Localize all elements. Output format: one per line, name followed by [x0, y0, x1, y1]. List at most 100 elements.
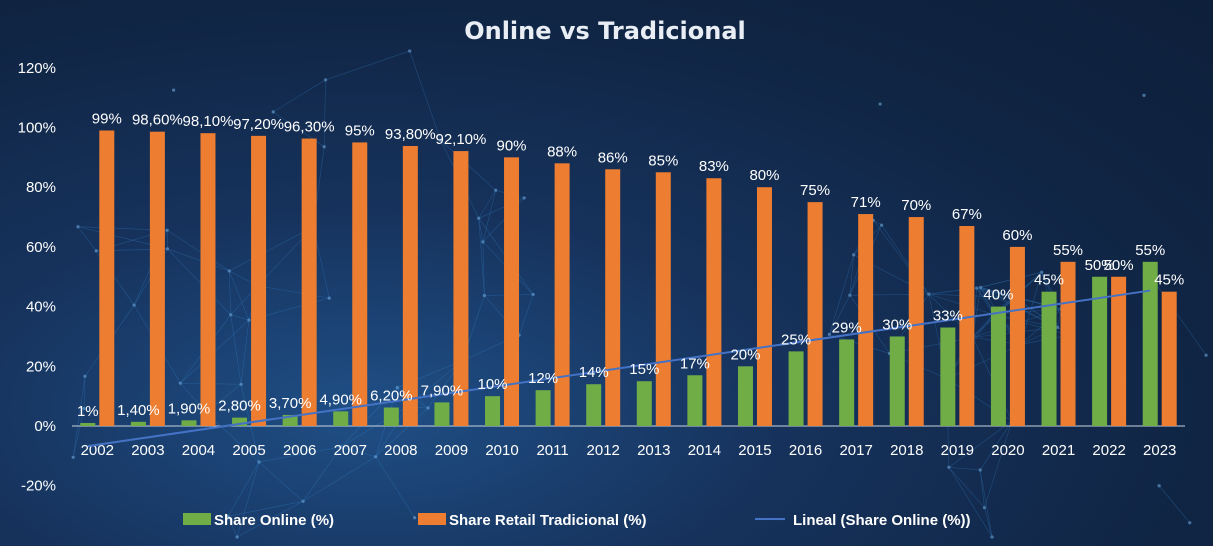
data-label-online: 10%: [478, 376, 508, 393]
network-node: [880, 223, 884, 227]
network-line: [72, 376, 86, 458]
network-line: [1041, 272, 1062, 310]
network-node: [94, 249, 98, 253]
x-tick-label: 2011: [536, 442, 568, 459]
data-label-traditional: 67%: [952, 206, 982, 223]
data-label-online: 1,90%: [168, 400, 211, 417]
bar-traditional: [453, 151, 469, 427]
network-line: [972, 271, 1042, 338]
x-tick-label: 2008: [384, 442, 417, 459]
y-axis: -20% 0% 20% 40% 60% 80% 100% 120%: [18, 60, 56, 495]
network-node: [257, 460, 261, 464]
data-label-traditional: 71%: [851, 194, 881, 211]
y-tick-label: 100%: [18, 120, 56, 137]
network-node: [322, 145, 326, 149]
network-node: [413, 516, 417, 520]
network-line: [984, 507, 993, 538]
network-line: [258, 446, 342, 463]
network-node: [481, 240, 485, 244]
network-line: [340, 387, 398, 448]
bar-traditional: [149, 131, 165, 426]
network-node: [271, 110, 275, 114]
network-node: [178, 381, 182, 385]
network-line: [873, 219, 882, 226]
network-node: [235, 535, 239, 539]
legend-label-trend: Lineal (Share Online (%)): [793, 512, 971, 529]
network-line: [166, 229, 230, 272]
network-node: [327, 296, 331, 300]
data-label-online: 7,90%: [421, 382, 464, 399]
network-node: [1142, 93, 1146, 97]
legend-label-traditional: Share Retail Tradicional (%): [449, 512, 647, 529]
data-label-traditional: 75%: [800, 182, 830, 199]
x-tick-label: 2022: [1092, 442, 1125, 459]
data-label-online: 14%: [579, 364, 609, 381]
legend-label-online: Share Online (%): [214, 512, 334, 529]
network-line: [257, 285, 330, 299]
bar-traditional: [605, 169, 621, 427]
bar-traditional: [655, 172, 671, 426]
data-label-traditional: 55%: [1053, 242, 1083, 259]
data-label-traditional: 98,60%: [132, 112, 183, 129]
data-label-traditional: 50%: [1104, 257, 1134, 274]
network-node: [395, 386, 399, 390]
network-line: [976, 271, 1042, 289]
bar-online: [333, 411, 349, 426]
network-line: [984, 420, 1013, 508]
x-tick-label: 2010: [485, 442, 518, 459]
network-node: [247, 318, 251, 322]
network-line: [946, 344, 1021, 379]
data-label-traditional: 98,10%: [183, 113, 234, 130]
data-label-online: 17%: [680, 355, 710, 372]
data-label-online: 2,80%: [218, 398, 261, 415]
network-line: [228, 270, 250, 321]
network-node: [848, 293, 852, 297]
data-label-online: 1%: [77, 403, 99, 420]
network-line: [482, 190, 497, 242]
y-tick-label: 20%: [26, 358, 56, 375]
x-tick-label: 2012: [587, 442, 620, 459]
network-line: [948, 467, 993, 538]
bar-online: [1092, 276, 1108, 426]
data-label-online: 3,70%: [269, 395, 312, 412]
bar-online: [181, 420, 197, 426]
network-line: [375, 407, 429, 458]
x-tick-label: 2005: [232, 442, 265, 459]
data-label-traditional: 86%: [598, 149, 628, 166]
network-line: [236, 500, 304, 538]
x-tick-label: 2017: [839, 442, 872, 459]
data-label-traditional: 96,30%: [284, 119, 335, 136]
bar-traditional: [756, 187, 772, 426]
network-line: [375, 456, 415, 518]
trendline: [87, 289, 1151, 448]
network-line: [236, 461, 260, 538]
bar-online: [130, 421, 146, 426]
network-line: [409, 50, 442, 141]
bar-online: [940, 327, 956, 426]
data-label-traditional: 85%: [648, 152, 678, 169]
network-line: [229, 226, 314, 272]
network-node: [374, 455, 378, 459]
bar-traditional: [251, 135, 267, 426]
data-label-online: 6,20%: [370, 387, 413, 404]
network-line: [227, 516, 238, 538]
x-tick-label: 2018: [890, 442, 923, 459]
data-label-traditional: 45%: [1154, 272, 1184, 289]
bar-online: [990, 306, 1006, 426]
x-tick-label: 2015: [738, 442, 771, 459]
bar-traditional: [402, 146, 418, 426]
bar-traditional: [807, 202, 823, 426]
network-node: [165, 228, 169, 232]
data-label-traditional: 95%: [345, 122, 375, 139]
network-line: [258, 461, 304, 502]
network-line: [478, 190, 496, 219]
data-label-traditional: 70%: [901, 197, 931, 214]
network-line: [167, 248, 231, 315]
network-node: [947, 465, 951, 469]
network-line: [323, 79, 326, 147]
network-node: [324, 78, 328, 82]
network-line: [478, 218, 484, 242]
data-label-traditional: 80%: [749, 167, 779, 184]
y-tick-label: -20%: [21, 478, 56, 495]
network-node: [927, 292, 931, 296]
